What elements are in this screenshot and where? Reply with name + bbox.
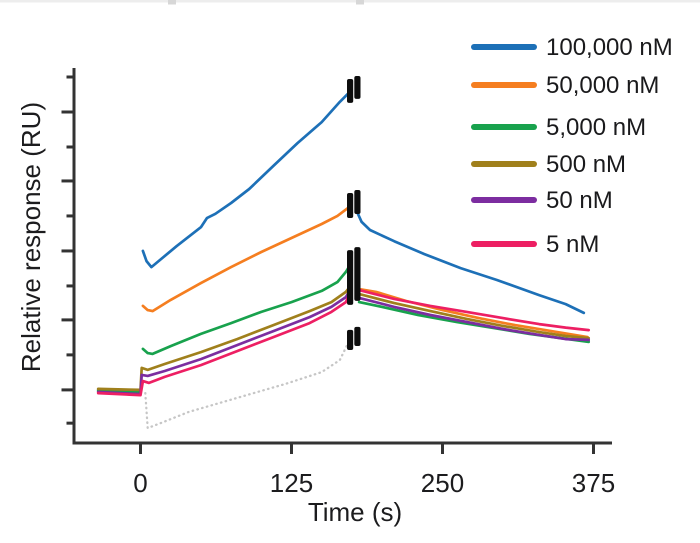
injection-artifact-mark <box>347 193 354 219</box>
x-tick-label: 375 <box>572 468 615 498</box>
legend-swatch <box>471 82 537 88</box>
y-axis-title: Relative response (RU) <box>16 102 46 372</box>
curve-500nm <box>357 292 591 340</box>
x-tick-label: 0 <box>133 468 147 498</box>
legend-label: 5 nM <box>546 231 600 258</box>
curve-50nm <box>96 287 353 396</box>
legend-swatch <box>471 241 537 247</box>
legend-label: 50 nM <box>546 187 613 214</box>
curve-blank-reference <box>144 343 349 430</box>
legend-label: 100,000 nM <box>546 34 673 61</box>
injection-artifact-mark <box>347 250 354 305</box>
legend-label: 50,000 nM <box>546 72 660 99</box>
legend-swatch <box>471 161 537 167</box>
curve-100000nm <box>355 209 586 315</box>
x-tick-label: 250 <box>421 468 464 498</box>
x-axis-ticks: 0 125 250 375 <box>133 444 615 498</box>
x-tick-label: 125 <box>270 468 313 498</box>
legend-swatch <box>471 44 537 50</box>
y-axis-ticks <box>61 75 75 425</box>
injection-artifact-mark <box>347 329 354 350</box>
curve-5nm <box>357 288 591 332</box>
curve-5nm <box>96 290 353 397</box>
legend-swatch <box>471 124 537 130</box>
injection-artifact-mark <box>347 78 354 103</box>
x-axis-title: Time (s) <box>308 497 402 527</box>
legend-swatch <box>471 197 537 203</box>
curve-500nm <box>96 284 353 392</box>
legend-label: 500 nM <box>546 151 627 178</box>
injection-artifact-mark <box>354 326 361 346</box>
legend-item: 5,000 nM <box>471 116 646 140</box>
legend-item: 500 nM <box>471 153 626 177</box>
legend-label: 5,000 nM <box>546 114 647 141</box>
data-curves <box>96 89 591 430</box>
legend-item: 100,000 nM <box>471 36 673 60</box>
legend-item: 50 nM <box>471 189 613 213</box>
curve-100000nm <box>141 89 353 269</box>
curve-50000nm <box>141 205 351 313</box>
legend-item: 50,000 nM <box>471 74 659 98</box>
injection-artifact-mark <box>354 190 361 215</box>
y-axis <box>61 68 76 445</box>
legend-item: 5 nM <box>471 233 599 257</box>
curve-5000nm <box>141 262 353 356</box>
injection-artifact-mark <box>354 247 361 301</box>
curve-50nm <box>357 296 591 342</box>
x-axis: 0 125 250 375 <box>72 441 615 498</box>
top-border-strip <box>0 0 700 5</box>
injection-artifact-marks <box>347 75 361 350</box>
curve-50000nm <box>357 287 589 339</box>
injection-artifact-mark <box>354 75 361 99</box>
